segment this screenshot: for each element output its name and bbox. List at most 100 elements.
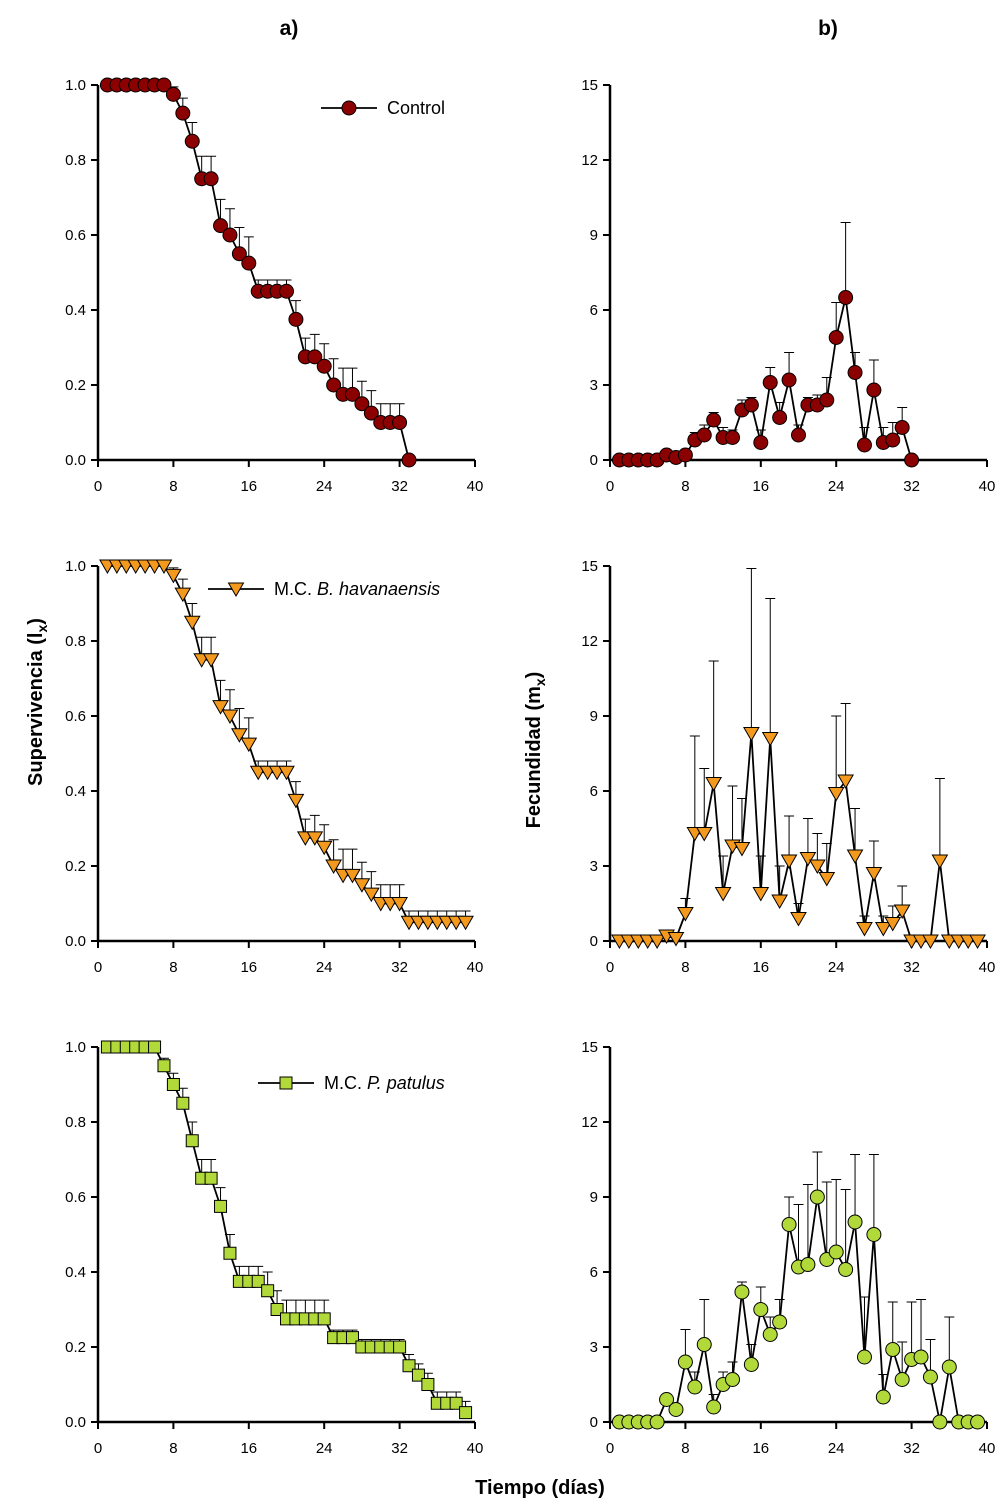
y-tick-label: 0.4	[65, 302, 86, 319]
data-point	[856, 1349, 872, 1365]
data-point	[231, 728, 248, 743]
legend-marker	[227, 582, 245, 598]
data-point	[279, 283, 294, 299]
y-tick-label: 6	[590, 783, 598, 800]
x-tick-label: 40	[467, 959, 484, 976]
data-point	[734, 1284, 750, 1300]
data-point	[667, 932, 685, 947]
data-point	[421, 1378, 435, 1391]
data-point	[866, 382, 882, 398]
data-point	[808, 859, 826, 875]
data-point	[176, 1096, 190, 1110]
data-point	[306, 831, 324, 846]
x-tick-label: 24	[316, 478, 333, 495]
data-point	[753, 435, 769, 450]
x-tick-label: 32	[903, 959, 920, 976]
x-tick-label: 32	[903, 1440, 920, 1457]
data-point	[307, 349, 323, 365]
data-point	[344, 386, 360, 402]
legend-marker	[341, 100, 357, 116]
legend-label-prefix: M.C.	[324, 1073, 367, 1093]
y-tick-label: 15	[581, 558, 598, 575]
y-tick-label: 0.8	[65, 152, 86, 169]
data-point	[362, 887, 380, 903]
y-tick-label: 9	[590, 227, 598, 244]
data-point	[696, 427, 712, 443]
y-tick-label: 3	[590, 1339, 598, 1356]
data-point	[791, 427, 806, 443]
data-point	[166, 1078, 180, 1091]
data-point	[753, 1302, 769, 1317]
data-point	[725, 430, 741, 445]
data-point	[893, 904, 911, 920]
x-tick-label: 16	[240, 1440, 257, 1457]
chart-panel-2: 0.0 0.2 0.4 0.6 0.8 1.0 0 8 16 24 32 40 M.C. B. hava…	[65, 558, 483, 976]
data-point	[894, 420, 910, 435]
data-point	[733, 842, 751, 857]
y-axis-title-right-sub: x	[532, 678, 548, 686]
data-point	[913, 1349, 929, 1365]
data-point	[885, 1342, 901, 1357]
data-point	[222, 227, 238, 243]
data-point	[828, 330, 844, 345]
x-tick-label: 40	[467, 1440, 484, 1457]
data-point	[214, 1199, 228, 1213]
y-tick-label: 12	[581, 152, 598, 169]
data-point	[223, 1246, 237, 1260]
chart-panel-5: 0 3 6 9 12 15 0 8 16 24 32 40	[581, 1039, 995, 1457]
y-tick-label: 0.8	[65, 1114, 86, 1131]
legend-label-prefix: Control	[387, 98, 445, 118]
series-line	[107, 1046, 467, 1414]
data-point	[932, 1414, 948, 1430]
y-axis-title-left-sub: x	[34, 625, 50, 633]
legend-label: Control	[387, 98, 445, 118]
y-axis-title-left-main: Supervivencia (l	[25, 633, 47, 786]
panel-label-b: b)	[818, 17, 838, 40]
data-point	[781, 1217, 797, 1232]
y-tick-label: 0	[590, 933, 598, 950]
data-point	[725, 1372, 741, 1387]
data-point	[174, 587, 192, 603]
data-point	[354, 396, 370, 412]
data-point	[261, 1284, 275, 1298]
data-point	[175, 105, 191, 121]
data-point	[837, 774, 854, 790]
data-point	[884, 917, 902, 932]
data-point	[706, 412, 722, 428]
x-tick-label: 16	[752, 1440, 769, 1457]
data-point	[800, 1257, 816, 1272]
data-point	[772, 410, 788, 425]
data-point	[659, 1392, 675, 1407]
panels: 0.00.20.40.60.81.00 8 16 24 32 40Control03691…	[65, 77, 995, 1457]
x-tick-label: 8	[169, 1440, 177, 1457]
data-point	[202, 653, 220, 668]
data-point	[714, 887, 732, 902]
x-tick-label: 0	[606, 478, 614, 495]
y-tick-label: 12	[581, 1114, 598, 1131]
y-axis-title-right-main: Fecundidad (m	[523, 686, 545, 828]
y-tick-label: 0.4	[65, 1264, 86, 1281]
data-point	[705, 777, 723, 792]
data-point	[183, 615, 201, 631]
data-point	[648, 934, 666, 950]
data-point	[875, 1389, 891, 1405]
y-axis-title-right: Fecundidad (mx)	[523, 672, 548, 829]
y-tick-label: 0.0	[65, 1414, 86, 1431]
x-tick-label: 8	[169, 478, 177, 495]
y-axis-title-right-close: )	[523, 672, 545, 679]
data-point	[155, 559, 173, 575]
y-tick-label: 0.2	[65, 377, 86, 394]
data-point	[866, 1227, 882, 1242]
data-point	[315, 840, 333, 856]
x-tick-label: 8	[681, 1440, 689, 1457]
data-point	[391, 897, 408, 912]
y-tick-label: 0.6	[65, 227, 86, 244]
data-point	[762, 375, 778, 390]
x-tick-label: 0	[606, 959, 614, 976]
series-line	[107, 565, 466, 924]
data-point	[752, 887, 770, 902]
data-point	[240, 737, 258, 753]
data-point	[894, 1372, 910, 1387]
y-tick-label: 0.8	[65, 633, 86, 650]
data-point	[668, 1402, 684, 1417]
